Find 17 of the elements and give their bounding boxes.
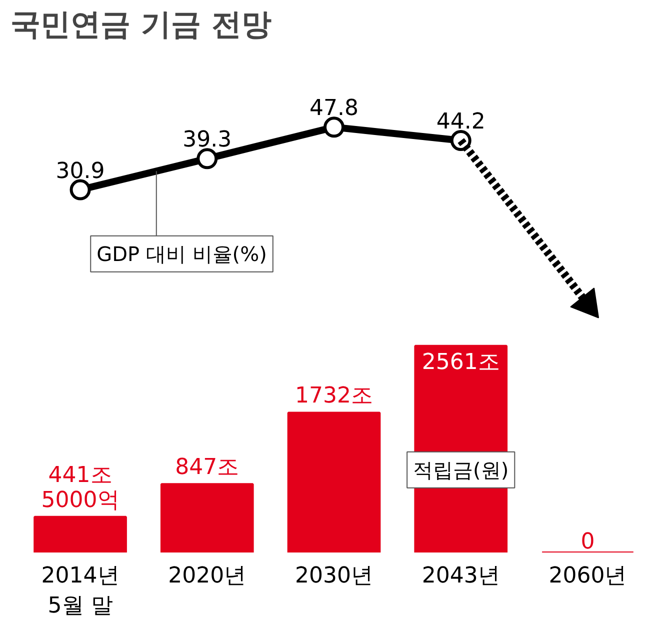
text: GDP 대비 비율(%)	[96, 242, 267, 266]
x-tick-label: 2014년 5월 말	[41, 564, 120, 618]
data-label: 39.3	[182, 128, 232, 153]
data-label: 441조 5000억	[41, 462, 120, 513]
data-label: 0	[580, 530, 595, 554]
data-label: 47.8	[310, 96, 358, 122]
x-tick-label: 2030년	[295, 564, 374, 588]
data-label: 30.9	[56, 158, 105, 184]
data-label: 847조	[175, 455, 240, 480]
data-label: 1732조	[295, 384, 374, 409]
chart-title: 국민연금 기금 전망	[10, 8, 272, 42]
x-tick-label: 2043년	[422, 564, 500, 588]
data-label: 2561조	[422, 350, 500, 375]
series-label: 적립금(원)	[413, 458, 509, 482]
data-label: 44.2	[436, 110, 486, 135]
x-tick-label: 2020년	[168, 564, 246, 588]
x-tick-label: 2060년	[548, 564, 627, 588]
